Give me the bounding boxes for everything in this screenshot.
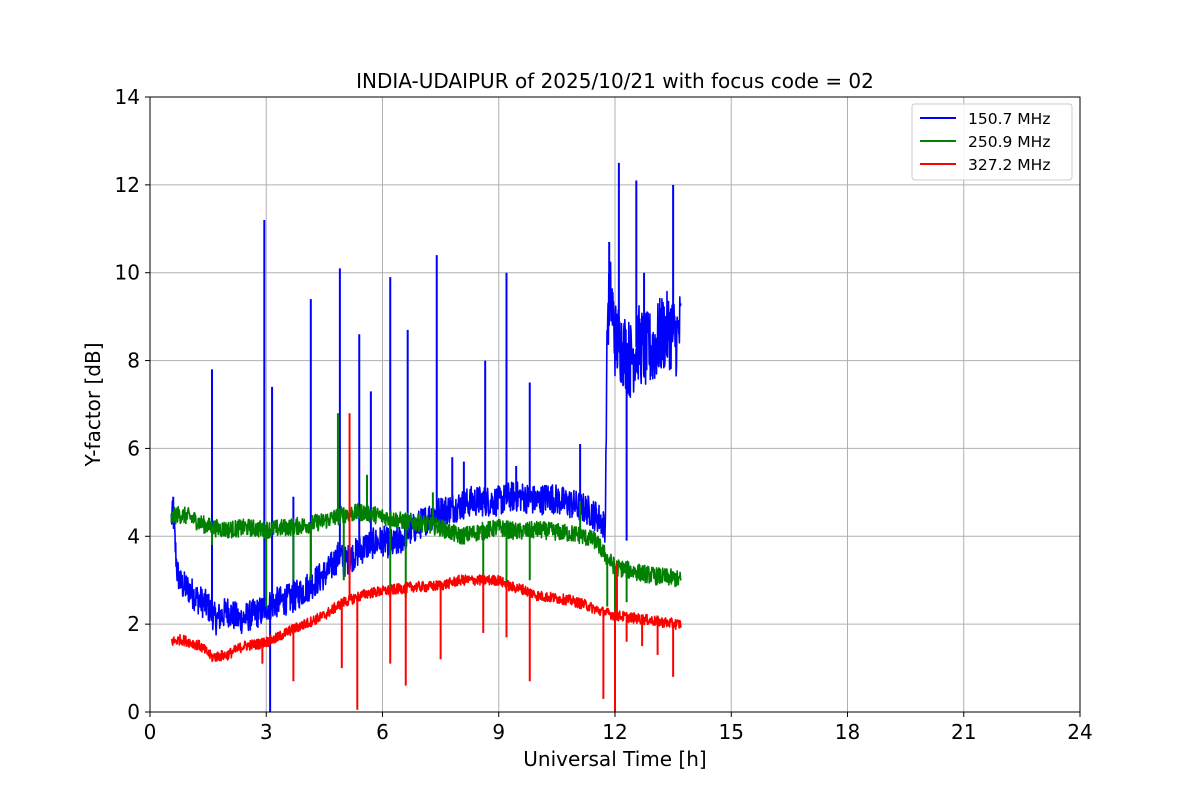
y-tick-label: 12 <box>115 173 140 197</box>
x-tick-label: 9 <box>492 720 505 744</box>
chart-title: INDIA-UDAIPUR of 2025/10/21 with focus c… <box>356 69 874 93</box>
y-tick-label: 14 <box>115 85 140 109</box>
series-3 <box>170 413 682 712</box>
x-axis-label: Universal Time [h] <box>523 747 706 771</box>
legend-label: 327.2 MHz <box>968 156 1050 174</box>
series-layer <box>170 162 682 712</box>
series-2 <box>170 413 682 629</box>
x-tick-label: 3 <box>260 720 273 744</box>
series-line <box>170 261 682 636</box>
y-tick-label: 0 <box>127 700 140 724</box>
legend-label: 250.9 MHz <box>968 133 1050 151</box>
series-line <box>170 503 682 588</box>
x-tick-label: 6 <box>376 720 389 744</box>
legend-box <box>911 103 1073 181</box>
x-tick-label: 18 <box>835 720 860 744</box>
y-tick-label: 4 <box>127 524 140 548</box>
x-tick-label: 0 <box>144 720 157 744</box>
series-line <box>170 574 682 663</box>
x-tick-label: 15 <box>719 720 744 744</box>
y-axis-label: Y-factor [dB] <box>81 342 105 467</box>
series-1 <box>170 162 682 712</box>
y-tick-label: 10 <box>115 261 140 285</box>
y-tick-label: 8 <box>127 349 140 373</box>
x-tick-label: 12 <box>602 720 627 744</box>
y-tick-label: 2 <box>127 612 140 636</box>
legend: 150.7 MHz 250.9 MHz 327.2 MHz <box>911 103 1073 181</box>
x-tick-label: 24 <box>1067 720 1092 744</box>
x-tick-label: 21 <box>951 720 976 744</box>
legend-label: 150.7 MHz <box>968 110 1050 128</box>
y-tick-label: 6 <box>127 436 140 460</box>
